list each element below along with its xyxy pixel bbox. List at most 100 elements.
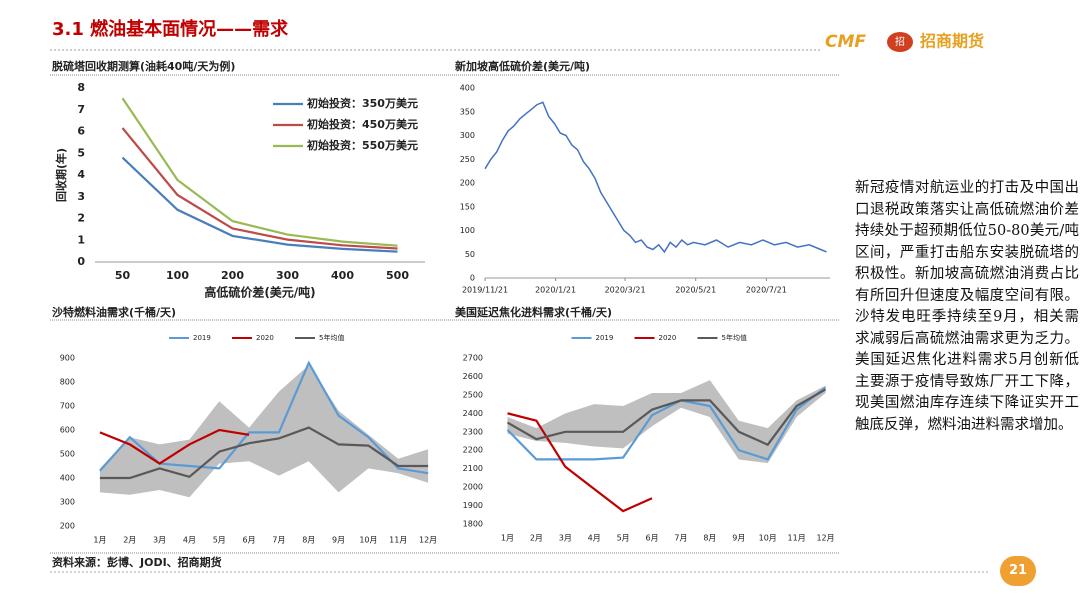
- logo-badge-shape: [887, 32, 913, 52]
- y-tick-label: 900: [60, 354, 75, 363]
- y-tick-label: 2: [77, 212, 85, 225]
- logo-badge: 招: [895, 35, 905, 48]
- legend-label: 2020: [256, 334, 274, 342]
- legend-label: 2019: [193, 334, 211, 342]
- x-tick-label: 4月: [588, 534, 601, 543]
- chart-title: 美国延迟焦化进料需求(千桶/天): [455, 305, 612, 319]
- x-tick-label: 5月: [213, 536, 226, 545]
- x-tick-label: 2月: [123, 536, 136, 545]
- x-tick-label: 100: [166, 269, 189, 282]
- legend-label: 初始投资：550万美元: [307, 138, 418, 152]
- x-tick-label: 2月: [530, 534, 543, 543]
- y-tick-label: 300: [60, 498, 75, 507]
- y-tick-label: 2600: [463, 372, 483, 381]
- y-tick-label: 200: [460, 179, 475, 188]
- x-tick-label: 3月: [153, 536, 166, 545]
- source: 资料来源：彭博、JODI、招商期货: [52, 555, 222, 569]
- x-tick-label: 500: [386, 269, 409, 282]
- x-tick-label: 2020/1/21: [535, 286, 576, 295]
- y-tick-label: 50: [465, 250, 475, 259]
- x-tick-label: 1月: [93, 536, 106, 545]
- x-tick-label: 50: [115, 269, 131, 282]
- y-tick-label: 2300: [463, 427, 483, 436]
- x-tick-label: 11月: [788, 534, 806, 543]
- legend-label: 2019: [596, 334, 614, 342]
- y-tick-label: 0: [77, 255, 85, 268]
- series-line: [507, 412, 653, 513]
- y-tick-label: 5: [77, 146, 85, 159]
- y-tick-label: 3: [77, 190, 85, 203]
- y-tick-label: 7: [77, 103, 85, 116]
- x-tick-label: 7月: [272, 536, 285, 545]
- legend-label: 初始投资：450万美元: [307, 117, 418, 131]
- x-tick-label: 12月: [419, 536, 437, 545]
- logo-name: 招商期货: [920, 32, 984, 51]
- x-tick-label: 8月: [302, 536, 315, 545]
- y-tick-label: 0: [470, 274, 475, 283]
- range-band: [99, 365, 429, 498]
- chart-title: 新加坡高低硫价差(美元/吨): [455, 59, 590, 73]
- x-tick-label: 3月: [559, 534, 572, 543]
- y-tick-label: 300: [460, 131, 475, 140]
- y-tick-label: 100: [460, 226, 475, 235]
- x-axis-label: 高低硫价差(美元/吨): [204, 285, 315, 300]
- y-tick-label: 1800: [463, 520, 483, 529]
- x-tick-label: 4月: [183, 536, 196, 545]
- x-tick-label: 2020/3/21: [605, 286, 646, 295]
- y-tick-label: 4: [77, 168, 85, 181]
- x-tick-label: 11月: [389, 536, 407, 545]
- x-tick-label: 2019/11/21: [462, 286, 508, 295]
- y-axis-label: 回收期(年): [54, 148, 68, 202]
- x-tick-label: 8月: [703, 534, 716, 543]
- series-line: [121, 127, 398, 250]
- y-tick-label: 6: [77, 125, 85, 138]
- x-tick-label: 1月: [501, 534, 514, 543]
- legend-label: 5年均值: [722, 333, 747, 342]
- x-tick-label: 9月: [332, 536, 345, 545]
- y-tick-label: 2200: [463, 446, 483, 455]
- legend-label: 初始投资：350万美元: [307, 96, 418, 110]
- y-tick-label: 350: [460, 107, 475, 116]
- commentary: 新冠疫情对航运业的打击及中国出口退税政策落实让高低硫燃油价差持续处于超预期低位5…: [855, 180, 1079, 433]
- x-tick-label: 6月: [645, 534, 658, 543]
- series-line: [121, 97, 398, 247]
- x-tick-label: 5月: [617, 534, 630, 543]
- y-tick-label: 700: [60, 402, 75, 411]
- x-tick-label: 2020/7/21: [746, 286, 787, 295]
- x-tick-label: 300: [276, 269, 299, 282]
- y-tick-label: 400: [60, 474, 75, 483]
- x-tick-label: 400: [331, 269, 354, 282]
- series-line: [121, 156, 398, 253]
- y-tick-label: 150: [460, 202, 475, 211]
- y-tick-label: 600: [60, 426, 75, 435]
- y-tick-label: 400: [460, 84, 475, 93]
- y-tick-label: 500: [60, 450, 75, 459]
- y-tick-label: 2500: [463, 390, 483, 399]
- y-tick-label: 1: [77, 233, 85, 246]
- legend-label: 5年均值: [319, 333, 344, 342]
- page-number: 21: [1000, 556, 1036, 586]
- series-line: [99, 428, 250, 465]
- range-band: [507, 380, 826, 464]
- x-tick-label: 12月: [816, 534, 834, 543]
- y-tick-label: 2700: [463, 354, 483, 363]
- chart-title: 沙特燃料油需求(千桶/天): [52, 305, 176, 319]
- x-tick-label: 2020/5/21: [675, 286, 716, 295]
- y-tick-label: 250: [460, 155, 475, 164]
- y-tick-label: 8: [77, 81, 85, 94]
- y-tick-label: 800: [60, 378, 75, 387]
- y-tick-label: 2000: [463, 483, 483, 492]
- logo-mark: CMF: [825, 32, 866, 52]
- slide-title: 3.1 燃油基本面情况——需求: [52, 18, 289, 40]
- series-line: [484, 101, 827, 254]
- series-line: [99, 426, 429, 480]
- legend-label: 2020: [659, 334, 677, 342]
- y-tick-label: 200: [60, 522, 75, 531]
- x-tick-label: 200: [221, 269, 244, 282]
- y-tick-label: 1900: [463, 501, 483, 510]
- y-tick-label: 2400: [463, 409, 483, 418]
- x-tick-label: 9月: [732, 534, 745, 543]
- x-tick-label: 10月: [359, 536, 377, 545]
